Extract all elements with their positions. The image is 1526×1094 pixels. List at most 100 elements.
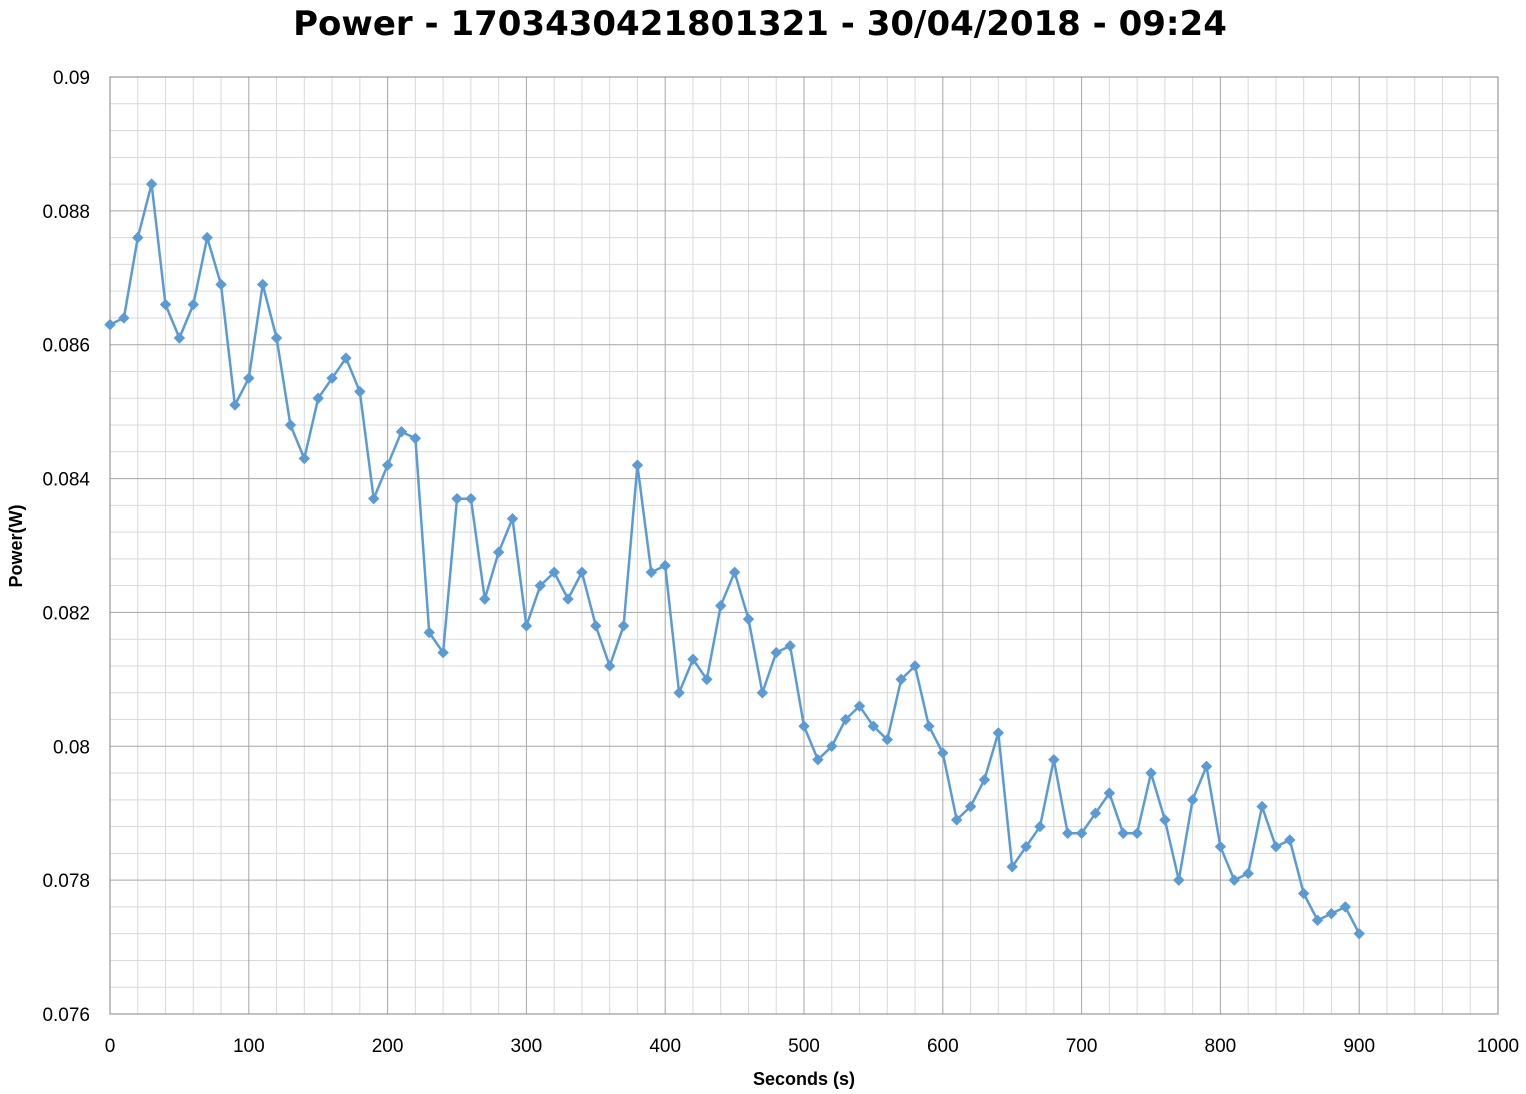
data-point-marker <box>881 733 893 746</box>
x-tick-label: 1000 <box>1477 1036 1519 1057</box>
data-point-marker <box>1214 840 1227 853</box>
data-point-marker <box>479 593 491 605</box>
data-point-marker <box>617 620 630 632</box>
data-point-marker <box>284 419 297 431</box>
data-point-marker <box>534 579 546 592</box>
data-point-marker <box>1339 901 1352 913</box>
data-point-marker <box>243 372 255 384</box>
data-point-marker <box>437 646 449 659</box>
data-point-marker <box>964 800 977 813</box>
y-tick-label: 0.082 <box>42 603 90 624</box>
y-axis-label: Power(W) <box>6 504 26 587</box>
data-point-marker <box>465 492 477 505</box>
data-point-marker <box>354 385 366 398</box>
data-point-marker <box>1270 840 1282 853</box>
data-point-marker <box>1186 794 1199 806</box>
data-point-marker <box>1006 861 1018 873</box>
data-point-marker <box>895 673 907 686</box>
data-point-marker <box>812 753 824 766</box>
data-point-marker <box>826 740 838 752</box>
data-point-marker <box>1131 827 1143 839</box>
data-point-marker <box>923 720 935 732</box>
data-point-marker <box>1103 787 1116 799</box>
data-point-marker <box>118 312 130 324</box>
data-point-marker <box>298 452 311 465</box>
data-point-marker <box>645 566 658 578</box>
x-tick-label: 0 <box>105 1036 116 1057</box>
y-tick-label: 0.084 <box>42 470 90 491</box>
data-point-marker <box>506 513 519 525</box>
data-point-marker <box>423 626 435 639</box>
data-point-marker <box>673 687 685 699</box>
data-point-marker <box>1297 887 1310 900</box>
data-point-marker <box>909 660 921 672</box>
data-point-marker <box>687 653 699 665</box>
data-point-marker <box>978 774 991 786</box>
data-point-marker <box>631 459 644 471</box>
data-point-marker <box>492 546 505 558</box>
data-point-marker <box>132 231 144 244</box>
data-point-marker <box>1034 820 1046 833</box>
plot-area-frame <box>109 76 1499 1015</box>
data-point-marker <box>853 700 866 712</box>
data-point-marker <box>187 298 199 311</box>
data-point-marker <box>1325 907 1338 920</box>
data-point-marker <box>1075 827 1088 839</box>
data-point-marker <box>229 399 241 411</box>
y-axis-tick-labels: 0.076 0.078 0.08 0.082 0.084 0.086 0.088 0.09 <box>42 68 90 1026</box>
y-tick-label: 0.076 <box>42 1005 90 1026</box>
data-point-marker <box>1256 800 1268 813</box>
data-point-marker <box>798 720 810 732</box>
data-point-marker <box>992 727 1005 739</box>
minor-gridlines <box>110 77 1498 1014</box>
data-point-marker <box>256 278 269 291</box>
x-tick-label: 800 <box>1205 1036 1237 1057</box>
data-point-marker <box>1228 874 1240 886</box>
data-point-marker <box>340 352 352 364</box>
data-point-marker <box>590 620 602 632</box>
data-point-marker <box>326 372 338 384</box>
data-point-marker <box>576 566 588 578</box>
data-point-marker <box>1159 814 1171 826</box>
data-point-marker <box>381 459 394 471</box>
x-axis-label: Seconds (s) <box>753 1069 855 1089</box>
x-tick-label: 500 <box>788 1036 820 1057</box>
y-tick-label: 0.088 <box>42 202 90 223</box>
data-point-marker <box>1048 753 1060 766</box>
data-point-marker <box>1145 767 1157 779</box>
data-point-marker <box>1311 914 1324 927</box>
data-point-marker <box>839 713 852 726</box>
y-tick-label: 0.086 <box>42 336 90 357</box>
data-point-marker <box>409 432 422 445</box>
y-tick-label: 0.09 <box>53 68 90 89</box>
data-point-marker <box>548 566 560 578</box>
data-point-marker <box>784 640 796 652</box>
data-point-marker <box>451 492 463 505</box>
data-point-marker <box>1200 760 1213 773</box>
data-point-marker <box>603 660 616 672</box>
data-point-marker <box>520 620 533 632</box>
data-point-marker <box>937 747 949 759</box>
data-point-marker <box>395 426 408 438</box>
data-point-marker <box>1062 827 1074 839</box>
chart-title: Power - 1703430421801321 - 30/04/2018 - … <box>293 4 1227 44</box>
data-point-marker <box>562 593 574 605</box>
data-point-marker <box>104 318 116 331</box>
x-tick-label: 300 <box>511 1036 543 1057</box>
y-tick-label: 0.08 <box>53 737 90 758</box>
data-point-marker <box>715 600 727 612</box>
data-point-marker <box>742 613 755 625</box>
data-point-marker <box>867 720 880 732</box>
data-point-marker <box>1173 874 1185 886</box>
data-point-marker <box>270 332 283 344</box>
x-tick-label: 400 <box>649 1036 681 1057</box>
x-axis-tick-labels: 0 100 200 300 400 500 600 700 800 900 1000 <box>105 1036 1519 1057</box>
data-point-marker <box>1242 867 1254 880</box>
data-point-marker <box>770 646 782 659</box>
data-point-marker <box>201 231 213 244</box>
data-point-marker <box>701 673 713 686</box>
y-tick-label: 0.078 <box>42 871 90 892</box>
data-point-marker <box>659 559 671 572</box>
